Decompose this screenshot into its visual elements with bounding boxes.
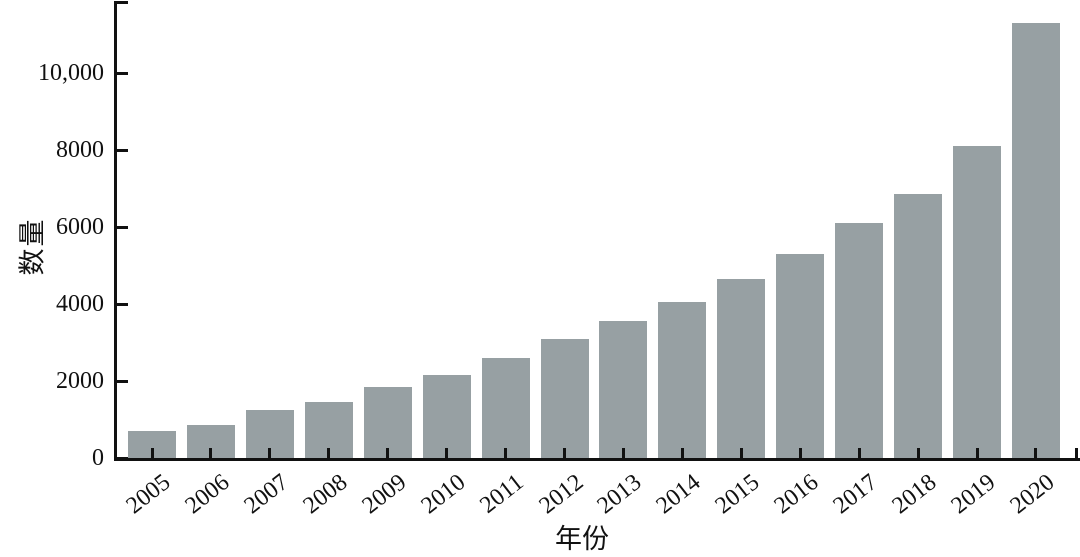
y-axis-top-end-tick: [117, 1, 128, 4]
y-tick-label-2000: 2000: [56, 368, 104, 394]
x-tick-2020: [1034, 448, 1037, 458]
x-tick-label-2020: 2020: [1005, 469, 1060, 520]
x-tick-2010: [445, 448, 448, 458]
x-tick-label-2007: 2007: [239, 469, 294, 520]
y-axis-spine: [114, 1, 117, 461]
x-tick-label-2013: 2013: [593, 469, 647, 520]
x-tick-label-2009: 2009: [357, 469, 412, 520]
y-tick-2000: [117, 380, 128, 383]
y-tick-label-6000: 6000: [56, 214, 104, 240]
x-tick-label-2019: 2019: [946, 469, 1001, 520]
x-tick-label-2005: 2005: [121, 469, 176, 520]
bar-2010: [423, 375, 471, 458]
x-tick-label-2006: 2006: [180, 469, 235, 520]
x-tick-2013: [622, 448, 625, 458]
x-tick-2017: [858, 448, 861, 458]
y-tick-8000: [117, 149, 128, 152]
x-tick-2014: [681, 448, 684, 458]
bar-2013: [599, 321, 647, 458]
x-tick-label-2017: 2017: [828, 469, 883, 520]
x-tick-label-2018: 2018: [887, 469, 942, 520]
y-tick-label-10000: 10,000: [38, 60, 104, 86]
bar-2011: [482, 358, 530, 458]
bar-2020: [1012, 23, 1060, 458]
x-tick-label-2015: 2015: [710, 469, 765, 520]
bar-2019: [953, 146, 1001, 458]
x-tick-2016: [799, 448, 802, 458]
bar-2017: [835, 223, 883, 458]
x-tick-label-2016: 2016: [769, 469, 824, 520]
x-tick-2019: [976, 448, 979, 458]
x-tick-2007: [268, 448, 271, 458]
x-tick-2011: [504, 448, 507, 458]
x-tick-2018: [917, 448, 920, 458]
bar-2009: [364, 387, 412, 458]
x-tick-2005: [151, 448, 154, 458]
y-tick-0: [117, 457, 128, 460]
x-tick-2012: [563, 448, 566, 458]
x-axis-label: 年份: [555, 524, 609, 554]
x-axis-right-end-tick: [1075, 448, 1078, 458]
x-tick-2008: [327, 448, 330, 458]
x-tick-label-2012: 2012: [534, 469, 588, 520]
x-tick-label-2014: 2014: [651, 469, 706, 520]
y-tick-10000: [117, 72, 128, 75]
x-axis-spine: [114, 458, 1080, 461]
bar-2012: [541, 339, 589, 458]
x-tick-label-2008: 2008: [298, 469, 353, 520]
bar-2015: [717, 279, 765, 458]
y-tick-label-8000: 8000: [56, 137, 104, 163]
x-tick-label-2010: 2010: [416, 469, 471, 520]
x-tick-2015: [740, 448, 743, 458]
x-tick-label-2011: 2011: [475, 469, 529, 519]
y-tick-label-0: 0: [92, 445, 104, 471]
bar-2018: [894, 194, 942, 458]
y-tick-4000: [117, 303, 128, 306]
x-tick-2009: [386, 448, 389, 458]
y-tick-6000: [117, 226, 128, 229]
bar-2014: [658, 302, 706, 458]
y-axis-label: 数量: [17, 217, 48, 276]
bar-2016: [776, 254, 824, 458]
y-tick-label-4000: 4000: [56, 291, 104, 317]
x-tick-2006: [209, 448, 212, 458]
